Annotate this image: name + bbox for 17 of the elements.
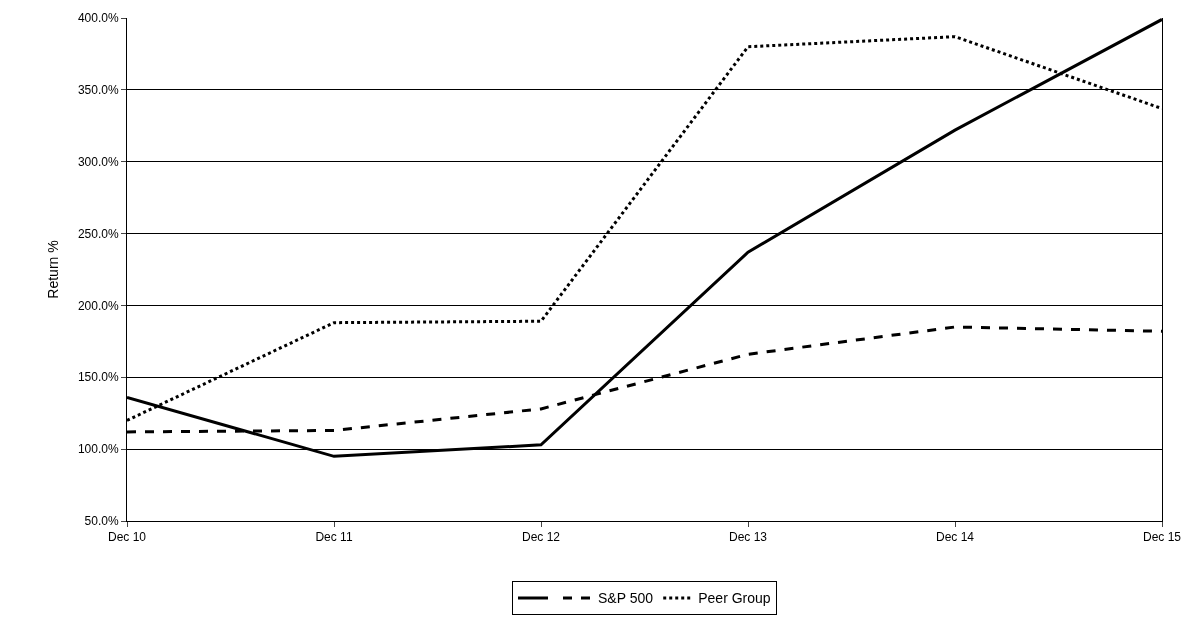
x-tick-label: Dec 15 <box>1142 530 1182 545</box>
y-axis-title: Return % <box>45 240 62 299</box>
legend-label: S&P 500 <box>598 590 654 607</box>
y-tick-label: 400.0% <box>77 11 119 26</box>
x-tick-label: Dec 10 <box>107 530 147 545</box>
x-tick-label: Dec 13 <box>728 530 768 545</box>
y-tick-label: 50.0% <box>84 514 119 529</box>
x-tick-label: Dec 11 <box>315 530 353 545</box>
legend-label: Peer Group <box>698 590 771 607</box>
y-tick-label: 150.0% <box>77 370 119 385</box>
x-tick-label: Dec 14 <box>935 530 975 545</box>
y-tick-label: 200.0% <box>77 298 119 313</box>
y-tick-label: 250.0% <box>77 226 119 241</box>
y-tick-label: 300.0% <box>77 154 119 169</box>
y-tick-label: 350.0% <box>77 83 119 98</box>
x-tick-label: Dec 12 <box>521 530 561 545</box>
y-tick-label: 100.0% <box>77 442 119 457</box>
